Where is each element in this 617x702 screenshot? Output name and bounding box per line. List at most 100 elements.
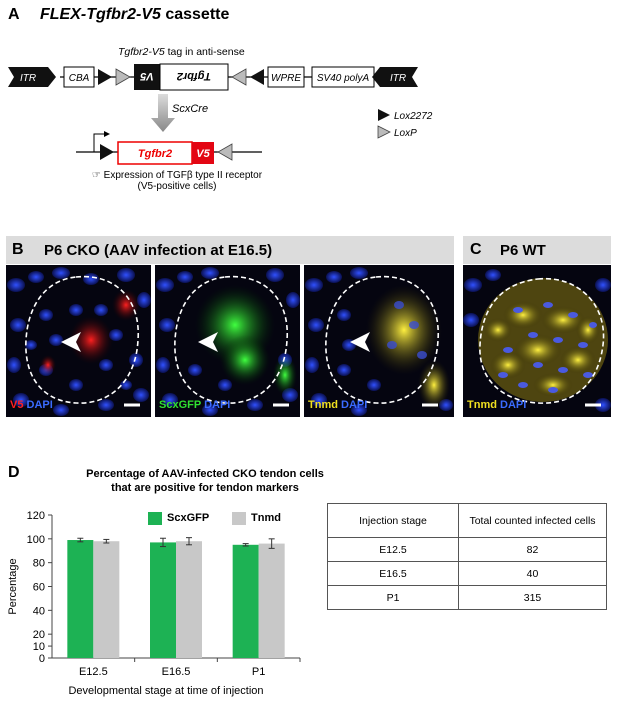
tendon-outline-2 — [174, 275, 288, 404]
cassette-diagram: ITR CBA V5 Tgfbr2 WPRE SV40 polyA ITR Sc… — [8, 63, 433, 165]
promoter-arrow-head — [104, 131, 110, 137]
table-cell-stage: E12.5 — [327, 537, 459, 562]
legend-swatch-tnmd — [232, 512, 246, 525]
expression-line-1: ☞ Expression of TGFβ type II receptor — [91, 170, 263, 181]
tgfbr2-inverted-box — [159, 63, 229, 91]
scxgfp-label: ScxGFP — [159, 399, 201, 411]
table-row: E16.5 40 — [327, 561, 607, 586]
cre-arrow — [151, 94, 175, 132]
y-tick-label: 10 — [33, 641, 45, 653]
v5-signal-2 — [112, 289, 140, 321]
table-cell-stage: P1 — [327, 585, 459, 610]
tendon-outline-3 — [325, 275, 439, 404]
legend-swatch-scxgfp — [148, 512, 162, 525]
bar-scxgfp-p1 — [232, 544, 259, 658]
panel-a-letter: A — [8, 6, 20, 23]
bar-scxgfp-e12.5 — [67, 540, 94, 658]
micrograph-tnmd-cko: Tnmd DAPI — [304, 265, 454, 417]
legend-label-scxgfp: ScxGFP — [167, 512, 210, 524]
bar-tnmd-e12.5 — [93, 541, 120, 658]
loxp-legend-label: LoxP — [394, 128, 417, 139]
arrowhead-marker-2 — [198, 332, 218, 352]
x-tick-label: E16.5 — [162, 666, 191, 678]
dapi-label-2: DAPI — [204, 399, 231, 411]
v5-channel-label: V5 DAPI — [10, 399, 53, 411]
table-row: E12.5 82 — [327, 537, 607, 562]
tnmd-channel-label: Tnmd DAPI — [308, 399, 367, 411]
lox2272-triangle-1 — [98, 69, 112, 85]
chart-title-line-2: that are positive for tendon markers — [111, 482, 299, 494]
lox2272-legend-triangle — [378, 109, 390, 121]
panel-a-title: FLEX-Tgfbr2-V5 cassette — [40, 6, 229, 24]
lox2272-legend-label: Lox2272 — [394, 111, 433, 122]
cba-label: CBA — [69, 73, 90, 84]
micrograph-v5: V5 DAPI — [6, 265, 151, 417]
bar-tnmd-e16.5 — [176, 541, 202, 658]
chart-title-line-1: Percentage of AAV-infected CKO tendon ce… — [86, 468, 324, 480]
panel-b-title: P6 CKO (AAV infection at E16.5) — [44, 242, 273, 259]
x-tick-label: P1 — [252, 666, 265, 678]
dapi-label-1: DAPI — [26, 399, 53, 411]
micrograph-tnmd-wt: Tnmd DAPI — [463, 265, 611, 417]
y-axis-label: Percentage — [7, 558, 19, 614]
scxgfp-channel-label: ScxGFP DAPI — [159, 399, 230, 411]
dapi-nuclei-4 — [463, 269, 611, 412]
product-tgfbr2-label: Tgfbr2 — [138, 148, 172, 160]
panel-c-letter: C — [470, 241, 482, 258]
tag-antisense-label: Tgfbr2-V5 tag in anti-sense — [118, 46, 245, 58]
v5-inverted-label: V5 — [139, 70, 153, 82]
x-tick-label: E12.5 — [79, 666, 108, 678]
product-v5-box — [192, 142, 214, 164]
cre-label: ScxCre — [172, 103, 208, 115]
dapi-nuclei-2 — [156, 267, 300, 416]
table-cell-count: 82 — [458, 537, 607, 562]
panel-c-header — [463, 236, 611, 264]
v5-label: V5 — [10, 399, 24, 411]
panel-b-header — [6, 236, 454, 264]
cba-box — [63, 66, 95, 88]
scxgfp-signal-3 — [273, 355, 297, 395]
tnmd-wt-label: Tnmd — [467, 399, 497, 411]
y-tick-label: 100 — [27, 534, 45, 546]
tnmd-signal-2 — [418, 360, 450, 410]
y-tick-label: 20 — [33, 629, 45, 641]
panel-d-letter: D — [8, 464, 20, 481]
itr-right-label: ITR — [390, 73, 406, 84]
table-cell-stage: E16.5 — [327, 561, 459, 586]
table-row: P1 315 — [327, 585, 607, 610]
tag-name: Tgfbr2-V5 — [118, 46, 165, 58]
sv40-label: SV40 polyA — [317, 73, 370, 84]
lox2272-triangle-2 — [250, 69, 264, 85]
y-tick-label: 80 — [33, 558, 45, 570]
micrograph-scxgfp: ScxGFP DAPI — [155, 265, 300, 417]
dapi-label-3: DAPI — [341, 399, 368, 411]
itr-right-shape — [372, 67, 418, 87]
counts-table: Injection stage Total counted infected c… — [327, 503, 607, 610]
table-header-stage: Injection stage — [327, 503, 459, 538]
y-tick-label: 120 — [27, 510, 45, 522]
scxgfp-signal-2 — [220, 335, 270, 385]
v5-signal — [69, 316, 113, 364]
x-axis-label: Developmental stage at time of injection — [68, 685, 263, 697]
table-header-count: Total counted infected cells — [458, 503, 607, 538]
bar-scxgfp-e16.5 — [150, 542, 176, 658]
tnmd-label: Tnmd — [308, 399, 338, 411]
tgfbr2-inverted-label: Tgfbr2 — [177, 70, 211, 82]
chart-title: Percentage of AAV-infected CKO tendon ce… — [60, 467, 350, 495]
arrowhead-marker — [61, 332, 81, 352]
y-tick-label: 60 — [33, 582, 45, 594]
y-tick-label: 40 — [33, 605, 45, 617]
table-header-row: Injection stage Total counted infected c… — [327, 503, 607, 538]
product-loxp — [217, 143, 233, 161]
expression-line-2: (V5-positive cells) — [137, 181, 217, 192]
tag-rest: tag in anti-sense — [164, 46, 245, 58]
itr-left-shape — [8, 67, 56, 87]
cassette-name: FLEX-Tgfbr2-V5 — [40, 6, 161, 23]
dapi-label-4: DAPI — [500, 399, 527, 411]
expression-text: ☞ Expression of TGFβ type II receptor (V… — [77, 170, 277, 192]
arrowhead-marker-3 — [350, 332, 370, 352]
promoter-arrow-line — [93, 133, 104, 152]
y-tick-label: 0 — [39, 653, 45, 665]
wpre-box — [267, 66, 305, 88]
